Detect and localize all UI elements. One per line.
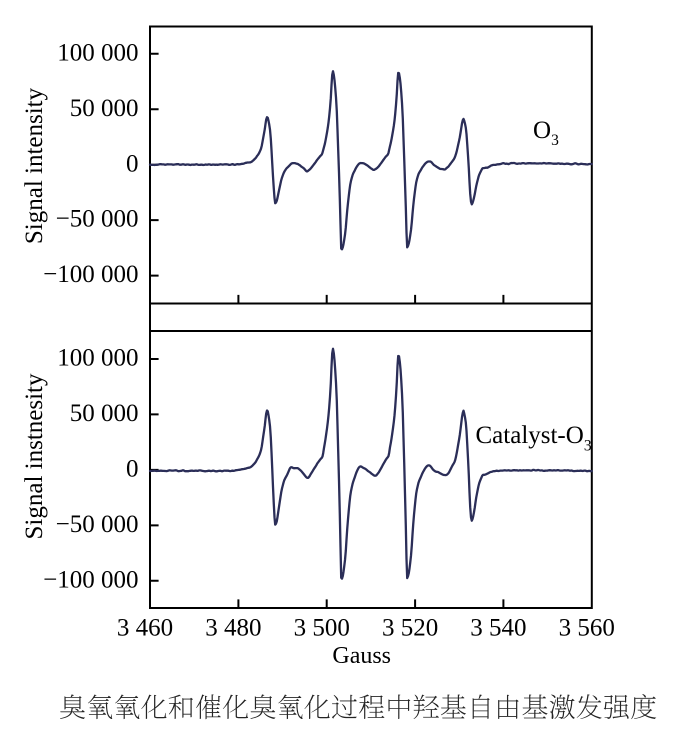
svg-text:3 460: 3 460 (117, 615, 173, 642)
svg-text:3 480: 3 480 (205, 615, 261, 642)
svg-text:Signal instnesity: Signal instnesity (21, 373, 48, 539)
svg-text:3 500: 3 500 (294, 615, 350, 642)
svg-text:−50 000: −50 000 (56, 206, 139, 233)
svg-text:0: 0 (126, 150, 139, 177)
svg-text:Signal intensity: Signal intensity (21, 87, 48, 244)
svg-text:3 560: 3 560 (559, 615, 615, 642)
svg-text:3 520: 3 520 (382, 615, 438, 642)
svg-text:50 000: 50 000 (70, 95, 139, 122)
svg-text:50 000: 50 000 (70, 400, 139, 427)
svg-text:Gauss: Gauss (332, 643, 391, 669)
svg-text:−100 000: −100 000 (43, 566, 138, 593)
svg-text:100 000: 100 000 (57, 345, 138, 372)
svg-text:−50 000: −50 000 (56, 511, 139, 538)
svg-text:−100 000: −100 000 (43, 261, 138, 288)
svg-text:100 000: 100 000 (57, 39, 138, 66)
svg-text:3 540: 3 540 (470, 615, 526, 642)
svg-text:0: 0 (126, 456, 139, 483)
